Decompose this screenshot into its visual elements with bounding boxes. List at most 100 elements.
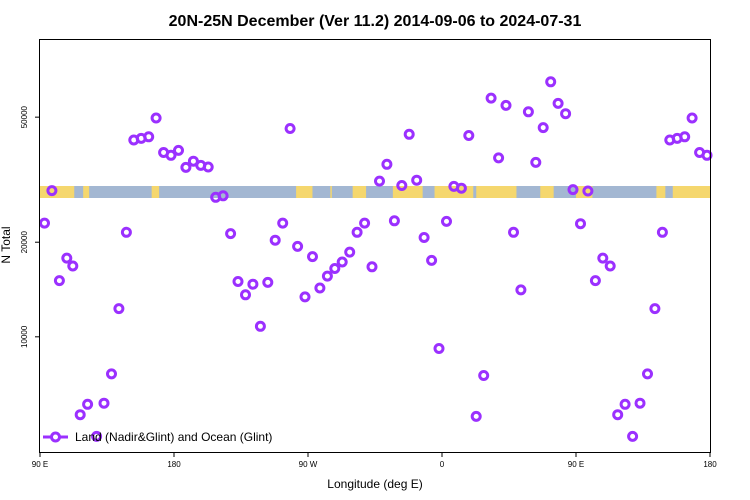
data-point [67, 260, 79, 272]
data-point [426, 254, 438, 266]
data-point [284, 123, 296, 134]
data-point [277, 217, 289, 229]
land-patch [434, 186, 474, 198]
x-axis: 90 E 180 90 W 0 90 E 180 [32, 452, 717, 469]
land-patch [352, 186, 367, 198]
data-point [269, 234, 281, 246]
data-point [202, 161, 214, 173]
y-tick-label: 10000 [20, 325, 29, 348]
data-point [143, 131, 155, 143]
data-point [485, 92, 497, 104]
data-point [679, 131, 691, 143]
data-point [46, 185, 58, 197]
data-point [232, 276, 244, 287]
data-point [656, 226, 668, 238]
data-point [61, 252, 73, 264]
land-patch [83, 186, 90, 198]
data-point [82, 398, 94, 410]
data-point [106, 368, 117, 380]
y-axis: 10000 20000 50000 [20, 105, 40, 348]
world-map-band [40, 186, 710, 198]
land-patch [656, 186, 666, 198]
x-tick-label: 90 E [568, 460, 584, 469]
y-axis-label: N Total [0, 226, 13, 263]
data-point [91, 430, 103, 442]
data-point [299, 291, 311, 303]
data-point [612, 409, 624, 421]
data-point [396, 180, 408, 191]
data-point [582, 185, 594, 197]
legend-marker [50, 431, 61, 443]
data-point [254, 320, 266, 332]
data-point [53, 275, 65, 287]
data-point [344, 246, 356, 258]
data-point [589, 275, 601, 287]
data-point [493, 152, 505, 164]
data-point [500, 99, 512, 111]
data-point [604, 260, 616, 272]
land-patch [296, 186, 313, 198]
data-point [381, 158, 393, 170]
y-tick-label: 50000 [20, 105, 29, 128]
data-point [225, 228, 237, 240]
data-point [366, 261, 378, 273]
data-point [329, 263, 341, 274]
data-point [530, 156, 542, 168]
data-point [240, 289, 251, 301]
ocean-band [40, 186, 710, 198]
legend-label: Land (Nadir&Glint) and Ocean (Glint) [75, 430, 272, 444]
data-point [374, 175, 385, 187]
data-point [508, 226, 519, 238]
data-point [180, 161, 192, 173]
x-tick-label: 90 W [299, 460, 318, 469]
data-point [307, 251, 318, 263]
data-point [478, 370, 490, 381]
x-tick-label: 90 E [32, 460, 48, 469]
data-point [537, 122, 549, 134]
data-point [217, 190, 229, 202]
data-point [515, 284, 527, 296]
data-point [388, 215, 400, 227]
data-point [262, 276, 274, 288]
data-point [411, 174, 423, 186]
x-axis-label: Longitude (deg E) [327, 477, 422, 491]
data-point [642, 368, 653, 380]
data-point [113, 303, 125, 315]
x-tick-label: 180 [703, 460, 717, 469]
data-point [403, 128, 415, 140]
legend: Land (Nadir&Glint) and Ocean (Glint) [43, 430, 272, 444]
data-point [314, 282, 326, 294]
land-patch [540, 186, 554, 198]
data-point [463, 130, 475, 141]
y-tick-label: 20000 [20, 231, 29, 254]
data-point [39, 217, 50, 229]
data-point [575, 218, 586, 230]
land-patch [672, 186, 710, 198]
chart-title: 20N-25N December (Ver 11.2) 2014-09-06 t… [169, 13, 582, 30]
data-point [627, 430, 639, 442]
data-point [74, 409, 86, 421]
data-point [418, 232, 430, 243]
data-point [433, 343, 445, 354]
data-point [470, 410, 482, 422]
data-point [173, 144, 184, 156]
data-point [351, 226, 363, 238]
data-point [522, 106, 534, 118]
data-point [455, 182, 467, 194]
data-point [359, 217, 371, 229]
data-point [649, 303, 661, 315]
data-point [120, 226, 132, 238]
data-point [619, 398, 631, 410]
data-point [597, 252, 609, 264]
data-point [441, 215, 452, 227]
data-point [560, 108, 572, 120]
data-point [336, 256, 348, 268]
land-patch [151, 186, 160, 198]
data-point [686, 112, 698, 124]
data-point [165, 149, 177, 161]
land-patch [330, 186, 332, 198]
x-tick-label: 0 [440, 460, 445, 469]
x-tick-label: 180 [167, 460, 181, 469]
